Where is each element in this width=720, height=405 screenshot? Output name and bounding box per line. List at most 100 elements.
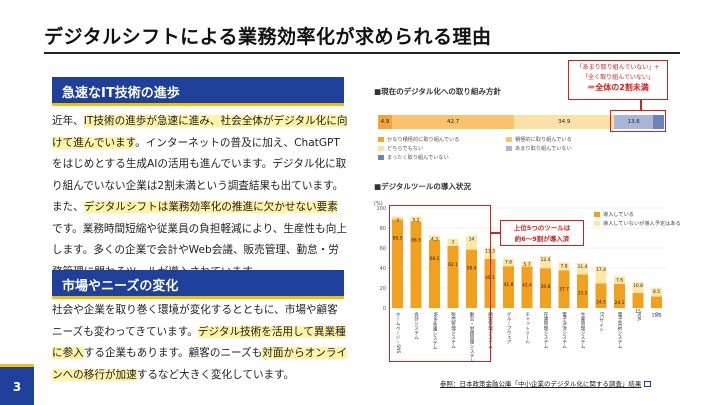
external-link-icon [644,381,652,387]
bar-value-label: 86.5 [411,238,421,244]
x-category-label: 会計システム [414,311,419,340]
bar-value-label: 68.2 [430,256,440,262]
chart2-title: ■デジタルツールの導入状況 [374,182,471,191]
x-category-label: 電子決済システム [562,312,567,349]
legend-item: かなり積極的に取り組んでいる [378,136,498,145]
bar-planned [540,255,551,269]
bar-value-label: 5.7 [524,262,531,268]
body-text: するなど大きく変化しています。 [136,368,295,381]
chart1-segment: 42.7 [392,115,515,129]
bar-implemented [651,296,662,308]
y-tick-label: 100 [376,206,386,212]
bar-value-label: 5.2 [413,217,420,223]
bar-value-label: 24.5 [596,300,606,306]
bar-implemented [392,219,403,308]
bar-implemented [466,249,477,308]
bar-planned [577,263,588,275]
bar-planned [632,282,644,293]
x-category-label: 勤怠・労務管理システム [469,311,474,363]
x-category-label: ホームページ・SNS [395,312,401,354]
bar-planned [466,235,477,250]
section-heading-it-progress: 急速なIT技術の進歩 [52,77,344,106]
x-category-label: RPA [636,312,642,322]
chart2-callout: 上位5つのツールは 約6～9割が導入済 [500,220,584,246]
bar-value-label: 41.4 [522,283,532,289]
source-text[interactable]: 参照：日本政策金融公庫「中小企業のデジタル化に関する調査」結果 [440,380,642,388]
bar-value-label: 4.3 [431,237,438,243]
bar-planned [392,216,403,220]
y-tick-label: 0 [383,306,386,312]
bar-value-label: 39.8 [541,284,551,290]
bar-value-label: 15 [635,309,641,315]
callout-line: 上位5つのツールは [513,224,571,232]
chart2-legend: 導入している 導入していないが導入予定はある [594,211,681,229]
legend-swatch [594,212,600,217]
bar-implemented [540,268,551,308]
body-text: 社会や企業を取り巻く環境が変化するとともに、市場や顧客ニーズも変わってきています… [52,304,338,338]
callout-line: 約6～9割が導入済 [514,235,570,243]
bar-planned [503,258,514,267]
bar-value-label: 7.6 [505,260,512,266]
highlight-box [610,110,666,132]
x-category-label: グループウェア [506,311,511,345]
chart1-callout: 「あまり取り組んでいない」+ 「全く取り組んでいない」 ＝全体の2割未満 [568,60,668,100]
page-number: 3 [0,364,34,405]
legend-swatch [594,221,600,226]
y-tick-label: 20 [380,286,386,292]
bar-implemented [558,270,570,308]
callout-line: ＝全体の2割未満 [587,83,649,92]
x-category-label: AI [654,312,660,317]
bar-planned [521,260,533,267]
bar-value-label: 24.1 [615,300,625,306]
legend-item: 積極的に取り組んでいる [506,136,626,145]
section-heading-market-change: 市場やニーズの変化 [52,270,344,299]
x-category-label: Web会議システム [432,312,438,350]
slide-title: デジタルシフトによる業務効率化が求められる理由 [44,26,492,48]
body-text: する企業もあります。顧客のニーズも [83,347,263,359]
bar-value-label: 8.5 [653,289,660,295]
chart1-segment: 4.9 [378,115,393,129]
bar-implemented [503,266,514,308]
section-body-it-progress: 近年、IT技術の進歩が急速に進み、社会全体がデジタル化に向けて進んでいます。イン… [52,111,348,283]
x-category-label: チャットツール [525,312,530,345]
bar-value-label: 14 [469,237,475,243]
legend-item: 導入していないが導入予定はある [594,220,681,229]
bar-value-label: 11.4 [578,264,588,270]
bar-value-label: 58.4 [467,266,477,272]
bar-value-label: 7 [452,240,455,246]
bar-value-label: 37.7 [559,286,569,292]
legend-item: 導入している [594,211,681,220]
bar-implemented [521,266,533,308]
bar-implemented [595,283,607,308]
bar-planned [558,262,570,271]
bar-value-label: 12.4 [541,257,551,263]
legend-item: あまり取り組んでいない [506,145,626,154]
x-category-label: 生産管理システム [580,311,585,349]
chart1-title: ■現在のデジタル化への取り組み方針 [374,87,501,96]
bar-value-label: 7.6 [616,277,623,283]
x-category-label: 販売管理システム [451,311,456,349]
callout-connector [640,100,642,110]
title-divider [44,52,680,54]
bar-implemented [410,221,422,308]
chart1-segment [653,115,664,129]
x-category-label: 在庫管理システム [543,311,548,349]
bar-planned [410,216,422,222]
bar-value-label: 41.8 [504,282,514,288]
bar-implemented [429,239,440,308]
y-tick-label: 60 [380,246,386,252]
y-tick-label: 80 [380,226,386,232]
bar-planned [429,235,440,240]
callout-line: 「あまり取り組んでいない」+ [576,64,660,71]
bar-implemented [577,274,588,308]
x-category-label: ECサイト [599,312,605,332]
chart1-stacked-bar: 4.9 42.7 34.9 13.6 [378,115,664,129]
chart1-legend: かなり積極的に取り組んでいる 積極的に取り組んでいるどちらでもない あまり取り組んで… [378,136,668,163]
legend-item: まったく取り組んでいない [378,154,498,163]
legend-swatch [506,137,512,142]
bar-value-label: 33.5 [578,291,588,297]
x-category-label: 電子契約システム [617,312,622,349]
highlight-text: デジタルシフトは業務効率化の推進に欠かせない要素 [83,201,338,213]
bar-value-label: 62.1 [448,262,458,268]
source-link[interactable]: 参照：日本政策金融公庫「中小企業のデジタル化に関する調査」結果 [440,378,652,388]
